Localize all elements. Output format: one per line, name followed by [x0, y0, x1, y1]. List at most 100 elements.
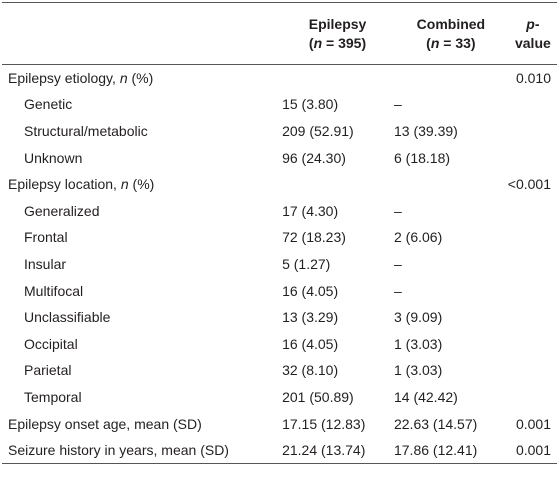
text-segment: Multifocal: [24, 282, 84, 299]
text-segment: Seizure history in years, mean (SD): [8, 441, 229, 458]
text-segment: Temporal: [24, 388, 82, 405]
row-label: Generalized: [2, 197, 282, 224]
row-label: Occipital: [2, 330, 282, 357]
table-cell: [282, 65, 394, 92]
table-row: Epilepsy onset age, mean (SD) 17.15 (12.8…: [2, 410, 557, 437]
text-segment: = 33): [439, 34, 476, 51]
table-cell: [508, 144, 557, 171]
table-row: Occipital 16 (4.05) 1 (3.03): [2, 330, 557, 357]
data-table: Epilepsy (n = 395) Combined (n = 33) p-value…: [2, 2, 557, 464]
table-row: Epilepsy location, n (%) <0.001: [2, 171, 557, 198]
header-row: Epilepsy (n = 395) Combined (n = 33) p-value: [2, 2, 557, 65]
table-row: Insular 5 (1.27) –: [2, 251, 557, 278]
table-cell: 3 (9.09): [393, 309, 443, 326]
table-cell: 14 (42.42): [393, 388, 458, 405]
text-segment: Epilepsy onset age, mean (SD): [8, 415, 202, 432]
table-cell: 15 (3.80): [282, 96, 339, 113]
table-cell: 1 (3.03): [393, 335, 443, 352]
table-row: Parietal 32 (8.10) 1 (3.03): [2, 357, 557, 384]
text-segment: Epilepsy location,: [8, 176, 121, 193]
table-cell: [282, 171, 394, 198]
table-cell: 2 (6.06): [393, 229, 443, 246]
text-segment: Unclassifiable: [24, 309, 111, 326]
text-segment: p: [526, 15, 535, 32]
table-cell: [394, 171, 508, 198]
row-label: Epilepsy location, n (%): [2, 171, 282, 198]
table-cell: 72 (18.23): [282, 229, 346, 246]
text-segment: Genetic: [24, 96, 73, 113]
text-segment: n: [430, 34, 440, 51]
text-segment: Insular: [24, 255, 67, 272]
text-segment: -value: [514, 15, 551, 51]
table-body: Epilepsy etiology, n (%) 0.010 Genetic 15 (…: [2, 65, 557, 464]
table-row: Seizure history in years, mean (SD) 21.24…: [2, 437, 557, 464]
text-segment: (: [308, 34, 314, 51]
row-label: Epilepsy onset age, mean (SD): [2, 410, 282, 437]
row-label: Structural/metabolic: [2, 118, 282, 145]
table-cell: 0.010: [515, 70, 551, 87]
column-header: Combined (n = 33): [394, 3, 508, 65]
table-row: Frontal 72 (18.23) 2 (6.06): [2, 224, 557, 251]
table-cell: 201 (50.89): [282, 388, 354, 405]
text-segment: Combined: [416, 15, 486, 32]
text-segment: = 395): [322, 34, 367, 51]
table-row: Epilepsy etiology, n (%) 0.010: [2, 65, 557, 92]
table-row: Unclassifiable 13 (3.29) 3 (9.09): [2, 304, 557, 331]
row-label: Unknown: [2, 144, 282, 171]
table-cell: 0.001: [515, 415, 551, 432]
table-cell: 17 (4.30): [282, 202, 339, 219]
text-segment: (: [426, 34, 431, 51]
table-cell: –: [393, 282, 402, 299]
table-header: Epilepsy (n = 395) Combined (n = 33) p-value: [2, 2, 557, 65]
table-cell: [508, 118, 557, 145]
table-cell: 6 (18.18): [393, 149, 451, 166]
table-cell: –: [393, 202, 402, 219]
row-label: Unclassifiable: [2, 304, 282, 331]
table-cell: 0.001: [515, 441, 551, 458]
text-segment: Unknown: [24, 149, 83, 166]
row-label: Parietal: [2, 357, 282, 384]
table-cell: 5 (1.27): [282, 255, 331, 272]
text-segment: Frontal: [24, 229, 68, 246]
row-label: Temporal: [2, 384, 282, 411]
table-cell: [508, 384, 557, 411]
row-label: Frontal: [2, 224, 282, 251]
table-cell: [508, 91, 557, 118]
text-segment: Generalized: [24, 202, 100, 219]
row-label: Genetic: [2, 91, 282, 118]
text-segment: n: [119, 70, 128, 87]
text-segment: Occipital: [24, 335, 78, 352]
row-label: Multifocal: [2, 277, 282, 304]
table-cell: 209 (52.91): [282, 122, 354, 139]
table-row: Structural/metabolic 209 (52.91) 13 (39.39…: [2, 118, 557, 145]
text-segment: (%): [127, 70, 154, 87]
table-cell: 13 (39.39): [393, 122, 458, 139]
table-row: Generalized 17 (4.30) –: [2, 197, 557, 224]
column-header: p-value: [508, 3, 557, 65]
table-cell: 16 (4.05): [282, 282, 339, 299]
table-cell: 13 (3.29): [282, 309, 339, 326]
table-cell: 17.15 (12.83): [282, 415, 366, 432]
row-label: Epilepsy etiology, n (%): [2, 65, 282, 92]
table-row: Temporal 201 (50.89) 14 (42.42): [2, 384, 557, 411]
table-cell: –: [393, 255, 402, 272]
table-cell: –: [393, 96, 402, 113]
text-segment: n: [313, 34, 323, 51]
table-cell: 21.24 (13.74): [282, 441, 366, 458]
table-cell: [508, 197, 557, 224]
column-header: [2, 3, 282, 65]
table-cell: 96 (24.30): [282, 149, 346, 166]
text-segment: Parietal: [24, 362, 72, 379]
table-cell: [508, 251, 557, 278]
table-cell: [508, 357, 557, 384]
table-cell: [508, 304, 557, 331]
table-cell: 32 (8.10): [282, 362, 339, 379]
table-cell: 16 (4.05): [282, 335, 339, 352]
table-row: Genetic 15 (3.80) –: [2, 91, 557, 118]
column-header: Epilepsy (n = 395): [282, 3, 394, 65]
text-segment: (%): [128, 176, 155, 193]
text-segment: n: [120, 176, 129, 193]
table-cell: [508, 330, 557, 357]
table-cell: 1 (3.03): [393, 362, 443, 379]
table-cell: 17.86 (12.41): [393, 441, 478, 458]
